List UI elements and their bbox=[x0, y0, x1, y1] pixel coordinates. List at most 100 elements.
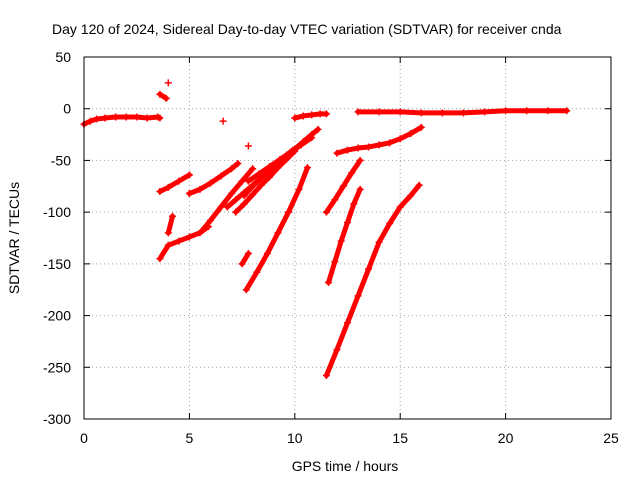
data-point bbox=[169, 212, 177, 220]
data-point bbox=[287, 148, 295, 156]
data-point bbox=[303, 164, 311, 172]
data-point bbox=[164, 79, 172, 87]
series-arc-k bbox=[239, 251, 251, 267]
data-point bbox=[217, 203, 225, 211]
data-point bbox=[249, 182, 257, 190]
data-point bbox=[502, 107, 510, 115]
data-point bbox=[375, 141, 383, 149]
data-point bbox=[356, 156, 364, 164]
x-tick-label: 20 bbox=[498, 430, 514, 446]
data-point bbox=[240, 200, 248, 208]
plot-frame bbox=[83, 56, 612, 420]
data-point bbox=[156, 255, 164, 263]
data-point bbox=[238, 260, 246, 268]
data-point bbox=[325, 278, 333, 286]
data-point bbox=[122, 113, 130, 121]
data-point bbox=[314, 125, 322, 133]
data-point bbox=[316, 110, 324, 118]
data-point bbox=[417, 109, 425, 117]
data-point bbox=[396, 203, 404, 211]
series-arc-f bbox=[199, 166, 256, 234]
data-point bbox=[263, 250, 271, 258]
data-point bbox=[244, 250, 252, 258]
x-tick-label: 25 bbox=[603, 430, 619, 446]
data-point bbox=[308, 111, 316, 119]
data-point bbox=[185, 233, 193, 241]
data-point bbox=[185, 190, 193, 198]
series-arc-h bbox=[233, 148, 298, 215]
data-point bbox=[354, 108, 362, 116]
data-point bbox=[354, 292, 362, 300]
data-point bbox=[299, 112, 307, 120]
data-point bbox=[417, 123, 425, 131]
data-point bbox=[544, 107, 552, 115]
data-point bbox=[238, 177, 246, 185]
data-point bbox=[333, 149, 341, 157]
data-point bbox=[228, 190, 236, 198]
data-point bbox=[101, 114, 109, 122]
data-point bbox=[523, 107, 531, 115]
data-point bbox=[93, 115, 101, 123]
data-point bbox=[112, 113, 120, 121]
data-point bbox=[185, 171, 193, 179]
data-point bbox=[365, 265, 373, 273]
data-point bbox=[156, 114, 164, 122]
data-point bbox=[228, 165, 236, 173]
series-arc-p bbox=[334, 124, 424, 156]
data-point bbox=[386, 139, 394, 147]
data-point bbox=[219, 117, 227, 125]
data-point bbox=[407, 130, 415, 138]
data-point bbox=[344, 218, 351, 226]
data-point bbox=[297, 141, 305, 149]
data-point bbox=[164, 241, 172, 249]
data-point bbox=[232, 208, 240, 216]
data-point bbox=[354, 144, 362, 152]
data-point bbox=[322, 110, 330, 118]
y-axis-label: SDTVAR / TECUs bbox=[6, 182, 22, 294]
data-point bbox=[162, 94, 170, 102]
data-point bbox=[255, 170, 263, 178]
data-point bbox=[438, 109, 446, 117]
data-point bbox=[244, 142, 252, 150]
data-point bbox=[175, 177, 183, 185]
x-axis-label: GPS time / hours bbox=[292, 458, 399, 474]
x-tick-label: 10 bbox=[287, 430, 303, 446]
data-point bbox=[344, 319, 351, 327]
y-tick-label: -50 bbox=[51, 152, 71, 168]
data-point bbox=[308, 134, 316, 142]
data-point bbox=[206, 179, 214, 187]
data-point bbox=[375, 238, 383, 246]
data-point bbox=[375, 108, 383, 116]
data-point bbox=[415, 181, 423, 189]
data-point bbox=[481, 108, 489, 116]
data-point bbox=[331, 196, 339, 204]
data-point bbox=[337, 237, 345, 245]
data-point bbox=[344, 146, 351, 154]
x-tick-label: 5 bbox=[186, 430, 194, 446]
data-point bbox=[234, 160, 242, 168]
data-point bbox=[257, 181, 265, 189]
data-point bbox=[164, 183, 172, 191]
series-arc-b bbox=[157, 172, 192, 194]
data-point bbox=[240, 192, 248, 200]
data-point bbox=[274, 229, 282, 237]
data-point bbox=[244, 177, 252, 185]
data-point bbox=[459, 109, 467, 117]
y-tick-label: -200 bbox=[43, 308, 71, 324]
data-point bbox=[249, 191, 257, 199]
y-tick-label: 0 bbox=[63, 101, 71, 117]
data-point bbox=[348, 169, 356, 177]
data-point bbox=[253, 268, 261, 276]
data-point bbox=[156, 90, 164, 98]
data-point bbox=[365, 143, 373, 151]
y-tick-label: -300 bbox=[43, 411, 71, 427]
data-point bbox=[333, 346, 341, 354]
data-point bbox=[266, 163, 274, 171]
data-point bbox=[396, 108, 404, 116]
data-point bbox=[257, 174, 265, 182]
y-tick-label: -250 bbox=[43, 359, 71, 375]
data-point bbox=[217, 172, 225, 180]
data-point bbox=[266, 173, 274, 181]
